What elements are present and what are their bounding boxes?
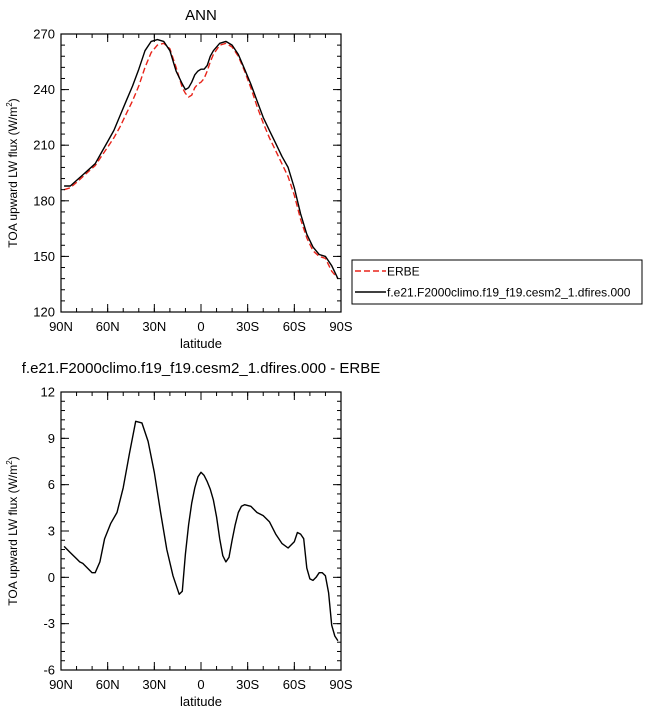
x-tick-label: 60N	[96, 319, 120, 334]
y-axis-label-text: TOA upward LW flux (W/m	[6, 107, 20, 248]
x-axis: 90N 60N 30N 0 30S 60S 90S latitude	[49, 392, 353, 709]
y-tick-label: 270	[33, 27, 55, 42]
x-tick-label: 90S	[329, 319, 352, 334]
x-tick-label: 0	[197, 677, 204, 692]
y-axis-label-end: )	[6, 98, 20, 102]
x-tick-label: 90N	[49, 319, 73, 334]
bottom-panel: f.e21.F2000climo.f19_f19.cesm2_1.dfires.…	[5, 360, 380, 709]
y-axis-label-sup: 2	[5, 102, 14, 107]
x-tick-label: 30S	[236, 677, 259, 692]
x-axis-label: latitude	[180, 694, 222, 709]
plot-frame	[60, 33, 342, 313]
y-tick-label: 6	[48, 477, 55, 492]
y-tick-label: -6	[43, 663, 55, 678]
x-tick-label: 60S	[283, 319, 306, 334]
series-line-0	[63, 420, 339, 642]
y-tick-label: 12	[41, 385, 55, 400]
x-tick-label: 30S	[236, 319, 259, 334]
chart-title: ANN	[185, 7, 217, 24]
legend-entry-1: f.e21.F2000climo.f19_f19.cesm2_1.dfires.…	[387, 286, 631, 300]
series-lines	[63, 38, 339, 280]
y-tick-label: 120	[33, 305, 55, 320]
y-axis-label-sup: 2	[5, 460, 14, 465]
legend-box	[351, 259, 643, 305]
series-lines	[63, 420, 339, 642]
series-line-0	[63, 42, 339, 280]
x-tick-label: 90N	[49, 677, 73, 692]
y-tick-label: 0	[48, 570, 55, 585]
y-tick-label: 210	[33, 138, 55, 153]
x-tick-label: 0	[197, 319, 204, 334]
y-tick-label: 3	[48, 524, 55, 539]
y-axis: -6 -3 0 3 6 9 12 TOA upward LW flux (W/m2)	[5, 385, 341, 678]
x-tick-label: 30N	[142, 319, 166, 334]
y-axis-label-text: TOA upward LW flux (W/m	[6, 465, 20, 606]
chart-title: f.e21.F2000climo.f19_f19.cesm2_1.dfires.…	[22, 360, 381, 377]
legend-entry-0: ERBE	[387, 265, 420, 279]
x-tick-label: 90S	[329, 677, 352, 692]
y-tick-label: 240	[33, 82, 55, 97]
plot-frame	[60, 391, 342, 671]
x-tick-label: 30N	[142, 677, 166, 692]
y-tick-label: -3	[43, 616, 55, 631]
x-axis: 90N 60N 30N 0 30S 60S 90S latitude	[49, 34, 353, 351]
y-axis-label: TOA upward LW flux (W/m2)	[5, 456, 20, 605]
x-tick-label: 60N	[96, 677, 120, 692]
y-axis-label-end: )	[6, 456, 20, 460]
y-tick-label: 180	[33, 193, 55, 208]
y-tick-label: 150	[33, 249, 55, 264]
series-line-1	[64, 38, 339, 279]
y-axis: 120 150 180 210 240 270 TOA upward LW flux (W/…	[5, 27, 341, 320]
legend: ERBE f.e21.F2000climo.f19_f19.cesm2_1.dfi…	[351, 259, 643, 305]
y-axis-label: TOA upward LW flux (W/m2)	[5, 98, 20, 247]
top-panel: ANN 90N 60N 30N 0 30S 60S 90S latitude 120 150 180 2…	[5, 7, 643, 351]
x-tick-label: 60S	[283, 677, 306, 692]
x-axis-label: latitude	[180, 336, 222, 351]
y-tick-label: 9	[48, 431, 55, 446]
